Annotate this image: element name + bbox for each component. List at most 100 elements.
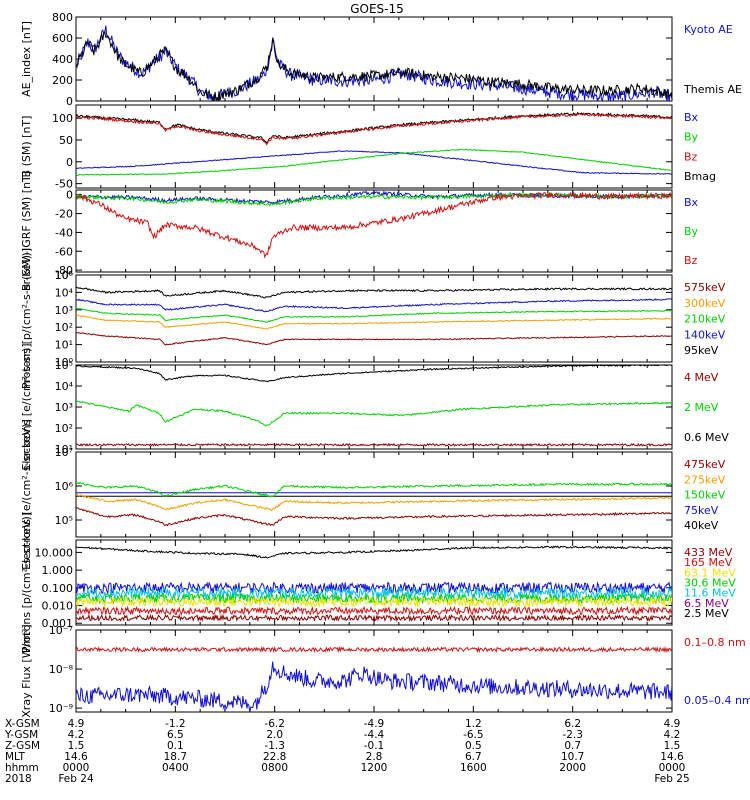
y-tick-label: -50 [55, 178, 73, 191]
series-line-140kev [76, 298, 672, 313]
legend-entry: 0.6 MeV [684, 431, 729, 444]
series-line-bmag [76, 111, 672, 145]
y-tick-label: 10⁶ [55, 480, 74, 493]
y-tick-label: 10⁷ [55, 446, 73, 459]
series-line-165-mev [76, 605, 672, 616]
y-tick-label: 10⁵ [55, 514, 73, 527]
y-tick-label: 10⁴ [55, 286, 74, 299]
panel-frame [75, 451, 673, 538]
series-line-63-1-mev [76, 595, 672, 609]
series-line-0-05-0-4-nm [76, 661, 672, 712]
series-line-95kev [76, 286, 672, 299]
panel-frame [75, 16, 673, 102]
legend-entry: 210keV [684, 313, 726, 326]
axis-row-value: 4.9 [664, 718, 681, 730]
axis-row-label: Z-GSM [5, 740, 40, 752]
y-tick-label: 10⁴ [55, 380, 74, 393]
legend-entry: 63.1 MeV [684, 566, 736, 579]
axis-row-value: 1200 [361, 762, 388, 774]
axis-row-value: 1600 [460, 762, 487, 774]
axis-row-value: -1.3 [264, 740, 285, 752]
y-tick-label: 0 [66, 156, 73, 169]
series-line-11-6-mev [76, 586, 672, 601]
axis-row-value: 10.7 [561, 751, 584, 763]
legend-entry: 150keV [684, 489, 726, 502]
legend-entry: Bz [684, 254, 698, 267]
legend-entry: 2.5 MeV [684, 607, 729, 620]
panel-8: 10⁻⁹ 10⁻⁸ 10⁻⁷ Xray Flux [W/m²] 0.1–0.8 nm 0.… [20, 624, 750, 718]
axis-row-value: -2.3 [562, 729, 583, 741]
axis-row-value: 14.6 [660, 751, 684, 763]
y-tick-label: 0.010 [42, 600, 74, 613]
axis-row-value: 22.8 [263, 751, 286, 763]
y-tick-label: 0.001 [42, 617, 74, 630]
series-group [76, 365, 672, 447]
y-tick-label: -20 [55, 208, 73, 221]
y-tick-label: 800 [52, 11, 73, 24]
axis-row-value: Feb 24 [58, 773, 94, 785]
axis-row-value: -6.2 [264, 718, 285, 730]
series-line-433-mev [76, 613, 672, 623]
y-tick-label: 10⁻⁸ [49, 663, 74, 676]
axis-row-value: 0000 [63, 762, 90, 774]
panel-3: -80 -60 -40 -20 0 B (SM)-IGRF (SM) [nT] Bx By Bz [20, 171, 699, 291]
legend-entry: 575keV [684, 281, 726, 294]
series-line-475kev [76, 507, 672, 527]
axis-row-value: 2.0 [266, 729, 283, 741]
panel-frame [75, 104, 673, 189]
legend-entry: 275keV [684, 473, 726, 486]
axis-row-value: -1.2 [165, 718, 186, 730]
series-group [76, 645, 672, 712]
y-tick-label: 10² [55, 422, 73, 435]
axis-row-value: 0000 [659, 762, 686, 774]
axis-row-value: 1.5 [664, 740, 681, 752]
series-line-by [76, 148, 672, 176]
series-line-6-5-mev [76, 581, 672, 595]
axis-row-label: 2018 [5, 773, 32, 785]
y-axis-label: Electrons [e/(cm²-s-sr)] [20, 343, 33, 470]
axis-row-label: Y-GSM [4, 729, 38, 741]
series-line-bz [76, 112, 672, 146]
legend-entry: Bz [684, 150, 698, 163]
y-tick-label: 0 [66, 95, 73, 108]
series-line-275kev [76, 493, 672, 512]
y-axis-label: B (SM)-IGRF (SM) [nT] [20, 171, 33, 291]
y-tick-label: -80 [55, 264, 73, 277]
axis-row-label: MLT [5, 751, 25, 763]
legend-entry: 0.05–0.4 nm [684, 694, 750, 707]
axis-row-value: 2.8 [366, 751, 383, 763]
legend-entry: 165 MeV [684, 556, 733, 569]
y-tick-label: 0.100 [42, 582, 74, 595]
y-tick-label: 10¹ [55, 443, 73, 456]
series-line-300kev [76, 314, 672, 330]
series-line-0-6-mev [76, 365, 672, 383]
y-tick-label: 0 [66, 189, 73, 202]
legend-entry: 475keV [684, 458, 726, 471]
series-group [76, 190, 672, 259]
series-line-150kev [76, 481, 672, 498]
axis-row-value: 0.1 [167, 740, 184, 752]
y-axis-label: Xray Flux [W/m²] [20, 624, 33, 717]
y-axis-label: AE_index [nT] [20, 21, 33, 97]
y-tick-label: 10⁻⁹ [49, 702, 73, 715]
series-line-575kev [76, 332, 672, 346]
y-tick-label: 100 [52, 112, 73, 125]
axis-row-value: Feb 25 [654, 773, 689, 785]
axis-row-value: 0.5 [465, 740, 482, 752]
axis-row-value: 0800 [261, 762, 288, 774]
y-tick-label: 400 [52, 53, 73, 66]
axis-row-value: 14.6 [64, 751, 88, 763]
series-line-210kev [76, 307, 672, 323]
axis-row-value: -0.1 [364, 740, 385, 752]
series-line-2-5-mev [76, 545, 672, 559]
series-group [76, 481, 672, 527]
axis-row-value: 0400 [162, 762, 189, 774]
legend-entry: 95keV [684, 344, 719, 357]
y-axis-label: Protons [p/(cm²-s-sr-keV)] [20, 512, 33, 653]
series-line-bx [76, 150, 672, 175]
y-tick-label: 200 [52, 74, 73, 87]
y-tick-label: 10.000 [35, 546, 74, 559]
